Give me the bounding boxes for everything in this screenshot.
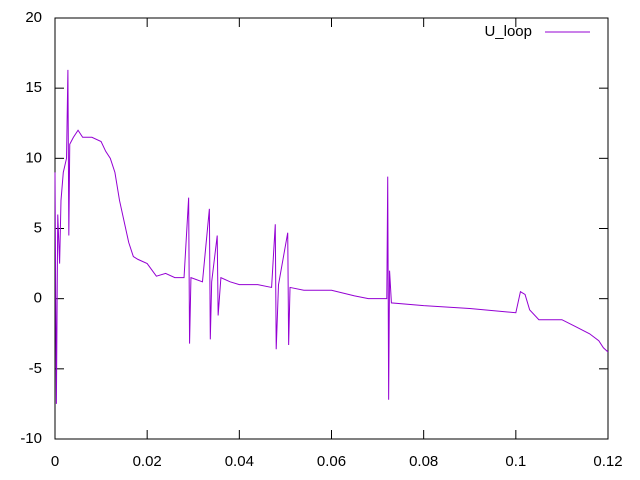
x-tick-label: 0.04 <box>225 453 254 470</box>
y-tick-label: 20 <box>25 9 42 26</box>
y-tick-label: 0 <box>34 290 42 307</box>
x-tick-label: 0 <box>51 453 59 470</box>
x-tick-label: 0.06 <box>317 453 346 470</box>
y-tick-label: 15 <box>25 79 42 96</box>
y-tick-label: 10 <box>25 149 42 166</box>
y-tick-label: -10 <box>20 430 42 447</box>
x-tick-label: 0.08 <box>409 453 438 470</box>
y-tick-label: 5 <box>34 219 42 236</box>
data-line <box>54 69 609 404</box>
x-tick-label: 0.02 <box>133 453 162 470</box>
x-tick-label: 0.1 <box>505 453 526 470</box>
x-tick-label: 0.12 <box>593 453 622 470</box>
plot-border <box>54 17 609 440</box>
y-tick-label: -5 <box>29 360 42 377</box>
legend-label: U_loop <box>484 23 532 40</box>
